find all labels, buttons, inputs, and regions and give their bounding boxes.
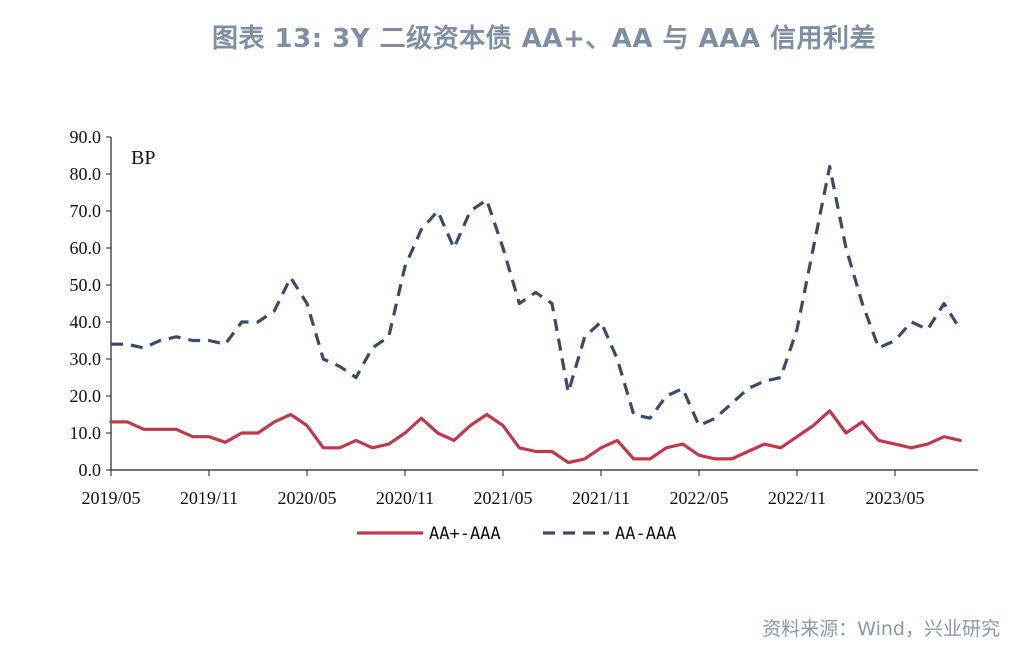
y-tick-label: 0.0 <box>79 460 102 480</box>
legend: AA+-AAA AA-AAA <box>357 524 676 544</box>
series-line-2 <box>111 165 962 428</box>
y-tick-label: 10.0 <box>70 423 102 443</box>
series-layer <box>109 165 962 465</box>
chart-title: 图表 13: 3Y 二级资本债 AA+、AA 与 AAA 信用利差 <box>212 24 876 54</box>
y-tick-label: 50.0 <box>70 275 102 295</box>
x-tick-label: 2022/11 <box>768 488 826 508</box>
x-tick-label: 2021/11 <box>572 488 630 508</box>
x-tick-label: 2019/05 <box>81 488 140 508</box>
y-tick-label: 80.0 <box>70 164 102 184</box>
legend-label-2: AA-AAA <box>615 524 676 544</box>
x-tick-label: 2020/11 <box>376 488 434 508</box>
legend-label-1: AA+-AAA <box>429 524 501 544</box>
y-tick-label: 90.0 <box>70 127 102 147</box>
x-tick-label: 2022/05 <box>669 488 728 508</box>
x-tick-label: 2019/11 <box>180 488 238 508</box>
y-tick-label: 20.0 <box>70 386 102 406</box>
y-unit-label: BP <box>131 147 155 169</box>
x-tick-label: 2020/05 <box>277 488 336 508</box>
series-line-1 <box>109 409 962 465</box>
y-tick-label: 40.0 <box>70 312 102 332</box>
y-tick-label: 70.0 <box>70 201 102 221</box>
x-tick-label: 2021/05 <box>473 488 532 508</box>
y-tick-label: 60.0 <box>70 238 102 258</box>
source-note: 资料来源：Wind，兴业研究 <box>762 618 1000 640</box>
chart-axes: 0.0 10.0 20.0 30.0 40.0 50.0 60.0 70.0 80.0 90.0 2… <box>70 127 978 508</box>
y-tick-label: 30.0 <box>70 349 102 369</box>
x-tick-label: 2023/05 <box>865 488 924 508</box>
